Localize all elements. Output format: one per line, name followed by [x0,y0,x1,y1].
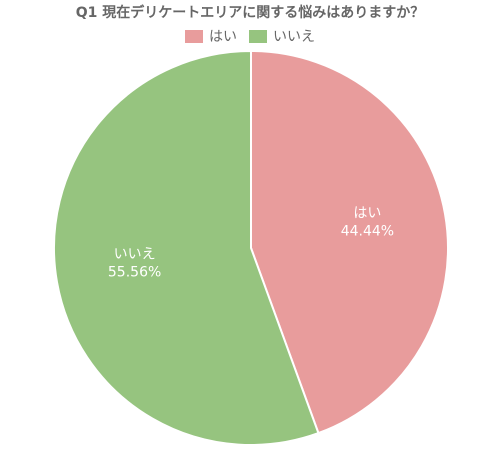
slice-label-yes-value: 44.44% [341,223,394,239]
slice-label-no: いいえ 55.56% [108,247,161,281]
chart-title: Q1 現在デリケートエリアに関する悩みはありますか？ [75,5,425,21]
legend-label-no: いいえ [273,29,315,45]
slice-yes[interactable] [250,49,450,435]
slice-label-no-value: 55.56% [108,265,161,281]
legend-label-yes: はい [209,29,237,45]
slice-no[interactable] [53,49,320,446]
slice-label-no-name: いいえ [114,247,156,263]
slice-label-yes-name: はい [353,205,381,221]
legend-swatch-no [249,29,267,43]
legend-swatch-yes [185,29,203,43]
legend-item-no[interactable]: いいえ [249,26,315,46]
legend-item-yes[interactable]: はい [185,26,237,46]
legend: はい いいえ [0,26,500,46]
slice-label-yes: はい 44.44% [341,205,394,239]
